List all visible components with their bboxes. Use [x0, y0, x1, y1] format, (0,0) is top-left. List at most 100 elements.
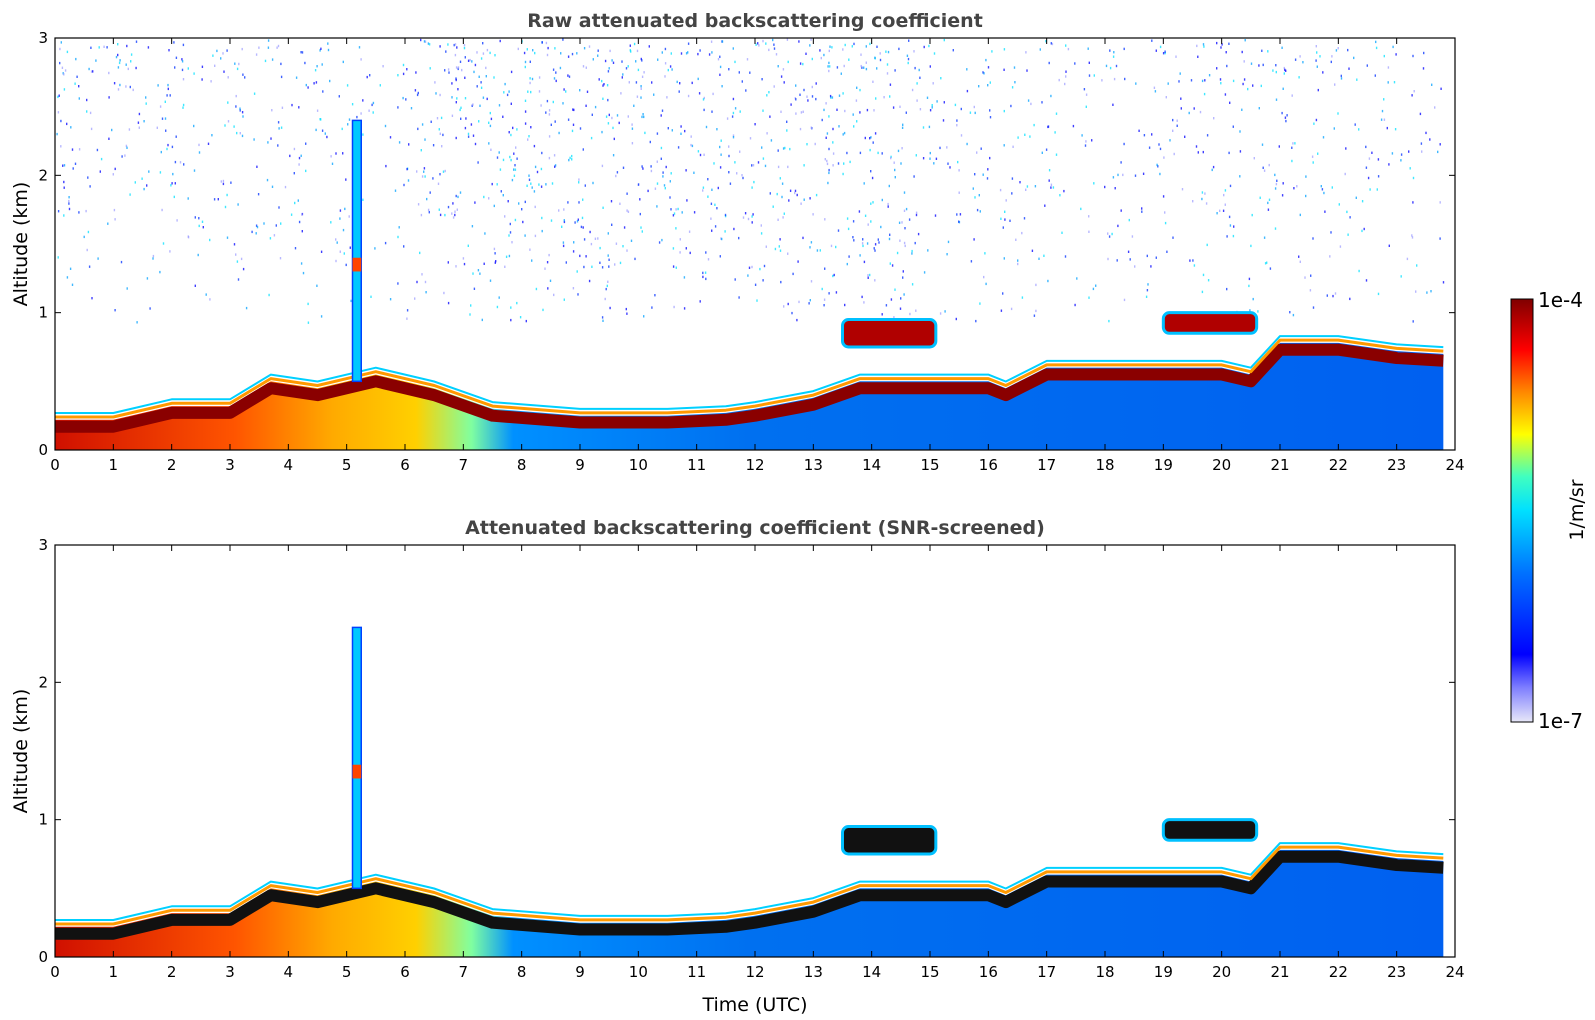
noise-speck [424, 40, 427, 43]
noise-speck [63, 186, 65, 189]
noise-speck [711, 229, 713, 232]
noise-speck [320, 250, 323, 253]
noise-speck [1188, 111, 1190, 115]
noise-speck [389, 136, 392, 139]
noise-speck [916, 82, 918, 85]
noise-speck [1261, 49, 1263, 52]
noise-speck [545, 41, 548, 45]
noise-speck [861, 66, 863, 69]
noise-speck [819, 49, 821, 52]
noise-speck [680, 52, 683, 55]
noise-speck [1088, 296, 1090, 299]
noise-speck [531, 186, 533, 189]
noise-speck [987, 84, 989, 87]
noise-speck [931, 106, 933, 109]
noise-speck [394, 189, 397, 192]
noise-speck [867, 276, 869, 279]
noise-speck [66, 122, 68, 126]
noise-speck [241, 111, 244, 114]
noise-speck [1051, 42, 1054, 46]
noise-speck [342, 152, 344, 155]
noise-speck [496, 156, 499, 159]
noise-speck [671, 68, 673, 71]
noise-speck [654, 187, 657, 190]
noise-speck [1284, 68, 1286, 72]
noise-speck [618, 121, 620, 125]
noise-speck [1388, 244, 1390, 247]
noise-speck [1003, 68, 1005, 71]
noise-speck [769, 192, 771, 195]
noise-speck [872, 80, 874, 83]
noise-speck [1206, 134, 1209, 137]
boundary-layer-edge [55, 338, 1444, 419]
noise-speck [647, 189, 649, 193]
noise-speck [1129, 258, 1131, 261]
noise-speck [1033, 314, 1036, 317]
noise-speck [1412, 176, 1415, 180]
noise-speck [799, 127, 802, 131]
noise-speck [874, 279, 876, 282]
noise-speck [445, 50, 447, 53]
noise-speck [927, 249, 929, 252]
noise-speck [667, 68, 669, 72]
noise-speck [1419, 112, 1422, 116]
noise-speck [651, 306, 653, 309]
noise-speck [631, 127, 634, 130]
noise-speck [672, 214, 675, 217]
noise-speck [442, 133, 444, 137]
noise-speck [866, 108, 869, 112]
noise-speck [907, 61, 909, 65]
noise-speck [732, 97, 735, 101]
noise-speck [719, 73, 721, 76]
noise-speck [1387, 66, 1390, 69]
noise-speck [362, 133, 364, 136]
noise-speck [324, 132, 326, 135]
noise-speck [929, 157, 931, 160]
noise-speck [159, 270, 161, 274]
noise-speck [463, 46, 466, 50]
noise-speck [815, 193, 818, 197]
noise-speck [439, 132, 441, 135]
noise-speck [1116, 259, 1118, 262]
noise-speck [170, 184, 172, 187]
noise-speck [493, 76, 495, 79]
noise-speck [757, 42, 759, 45]
noise-speck [860, 64, 862, 68]
noise-speck [939, 146, 941, 150]
noise-speck [201, 78, 203, 81]
noise-speck [760, 224, 762, 227]
noise-speck [1088, 230, 1090, 233]
noise-speck [535, 287, 538, 291]
noise-speck [565, 261, 567, 264]
noise-speck [1011, 86, 1014, 89]
noise-speck [755, 43, 757, 46]
noise-speck [239, 107, 241, 110]
noise-speck [295, 76, 298, 79]
noise-speck [764, 164, 767, 168]
noise-speck [1159, 172, 1161, 176]
noise-speck [1330, 231, 1332, 234]
x-tick-label: 9 [575, 456, 585, 474]
noise-speck [862, 244, 864, 248]
noise-speck [1439, 143, 1441, 146]
noise-speck [1050, 42, 1052, 45]
noise-speck [779, 238, 781, 241]
noise-speck [803, 88, 805, 92]
noise-speck [902, 123, 904, 126]
noise-speck [403, 183, 405, 187]
noise-speck [276, 46, 278, 49]
noise-speck [1439, 201, 1441, 204]
noise-speck [90, 127, 93, 131]
noise-speck [989, 109, 991, 112]
noise-speck [529, 60, 531, 63]
noise-speck [1416, 264, 1418, 267]
noise-speck [944, 310, 946, 313]
noise-speck [347, 123, 349, 126]
noise-speck [889, 83, 892, 86]
noise-speck [1172, 236, 1174, 239]
x-tick-label: 5 [342, 456, 352, 474]
noise-speck [870, 170, 872, 173]
noise-speck [874, 56, 876, 59]
noise-speck [1383, 118, 1386, 121]
noise-speck [476, 85, 478, 88]
